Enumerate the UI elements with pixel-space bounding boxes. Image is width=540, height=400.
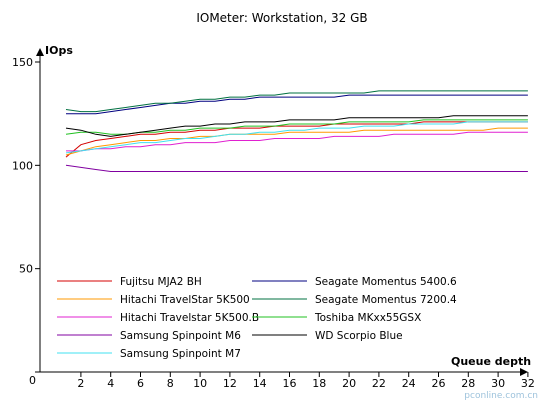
series-line-2 [66,131,528,152]
series-line-6 [65,90,528,113]
x-tick-label: 30 [491,377,505,390]
y-tick-label: 0 [29,374,36,387]
series-line-0 [65,121,528,158]
x-axis-label: Queue depth [451,355,531,368]
x-tick-label: 32 [521,377,535,390]
x-tick-label: 4 [107,377,114,390]
x-tick-label: 28 [461,377,475,390]
legend-label: Samsung Spinpoint M7 [120,348,241,360]
series-layer [65,90,528,172]
y-axis-label: IOps [45,44,73,57]
legend-label: Seagate Momentus 7200.4 [315,294,457,306]
x-tick-label: 24 [402,377,416,390]
series-line-1 [65,127,528,156]
x-tick-label: 14 [253,377,267,390]
legend-label: Seagate Momentus 5400.6 [315,276,457,288]
x-tick-label: 8 [167,377,174,390]
legend-label: WD Scorpio Blue [315,330,403,342]
legend-label: Samsung Spinpoint M6 [120,330,241,342]
x-tick-label: 26 [432,377,446,390]
x-tick-label: 2 [77,377,84,390]
x-tick-label: 6 [137,377,144,390]
legend-label: Hitachi Travelstar 5K500.B [120,312,259,324]
series-line-4 [65,121,528,154]
y-axis-arrow [36,48,44,56]
x-tick-label: 20 [342,377,356,390]
legend-label: Fujitsu MJA2 BH [120,276,202,288]
legend-label: Toshiba MKxx55GSX [314,312,421,324]
y-tick-label: 50 [19,263,33,276]
chart-title: IOMeter: Workstation, 32 GB [196,11,367,25]
series-line-8 [65,115,528,137]
legend: Fujitsu MJA2 BH Hitachi TravelStar 5K500 H… [57,276,457,360]
x-tick-label: 18 [312,377,326,390]
watermark-text: pconline.com.cn [464,391,538,400]
x-tick-label: 12 [223,377,237,390]
legend-label: Hitachi TravelStar 5K500 [120,294,250,306]
x-axis-arrow [520,368,528,376]
series-line-3 [65,164,528,172]
y-tick-label: 100 [12,159,33,172]
x-tick-label: 10 [193,377,207,390]
series-line-5 [66,94,528,115]
y-tick-label: 150 [12,56,33,69]
x-tick-label: 16 [283,377,297,390]
x-tick-label: 22 [372,377,386,390]
